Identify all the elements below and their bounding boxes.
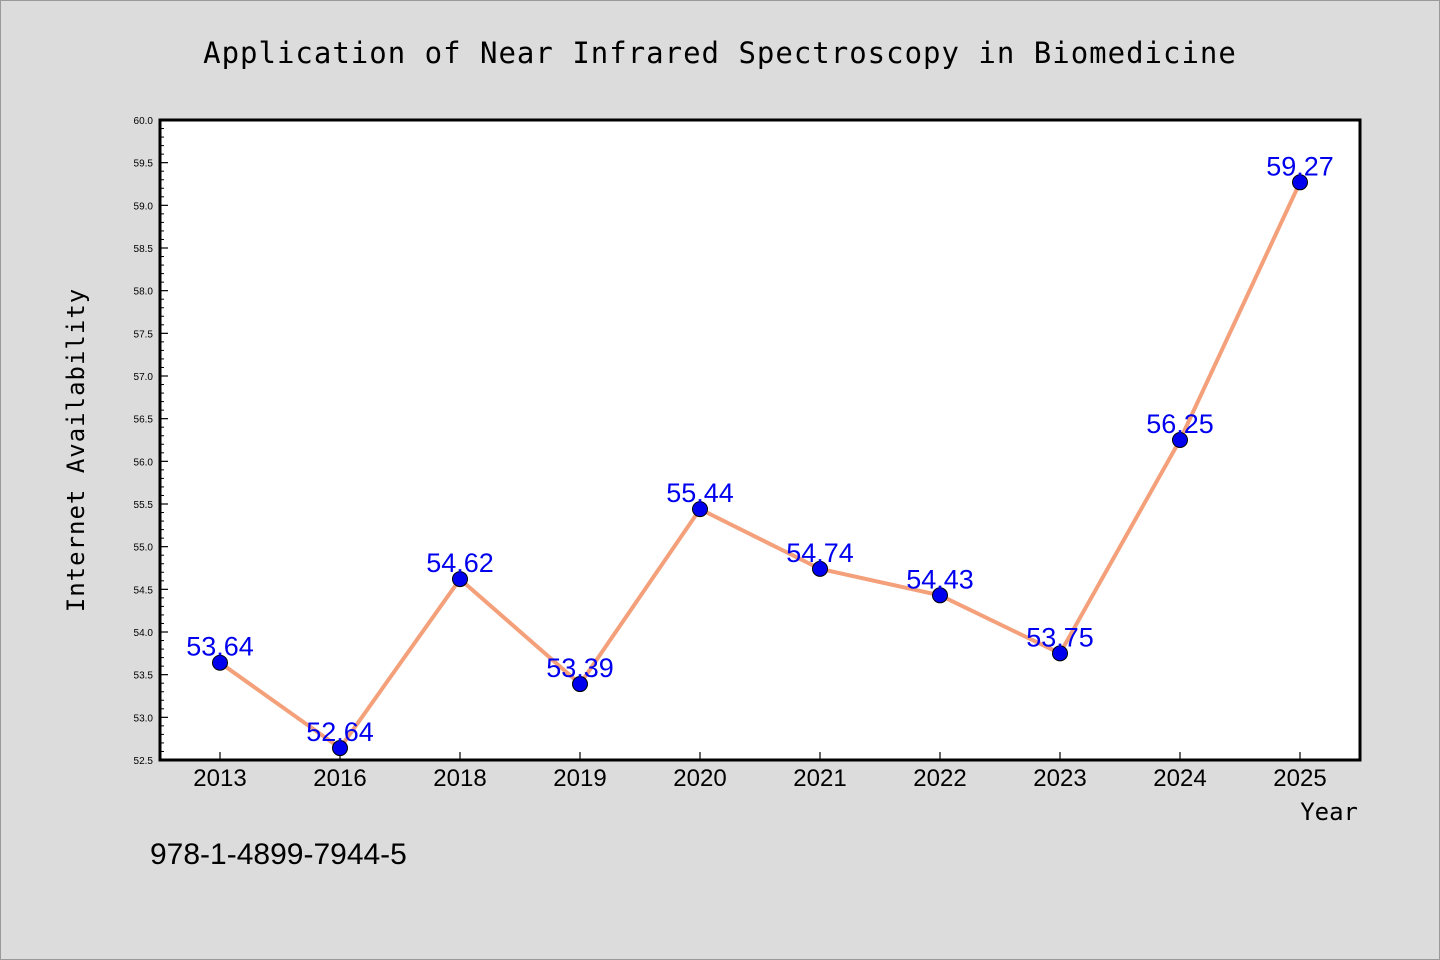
chart-title: Application of Near Infrared Spectroscop…	[203, 36, 1237, 70]
y-tick-label: 56.5	[134, 415, 154, 426]
y-axis-label: Internet Availability	[62, 288, 90, 612]
y-tick-label: 53.5	[134, 671, 154, 682]
y-tick-label: 54.0	[134, 628, 154, 639]
x-axis-label: Year	[1300, 798, 1358, 826]
plot-area	[158, 118, 1362, 762]
x-tick-label: 2025	[1273, 765, 1326, 792]
data-point	[692, 501, 708, 518]
x-axis: 2013 2016 2018 2019 2020 2021 2022 2023 2024 2025	[193, 752, 1327, 792]
x-tick-label: 2022	[913, 765, 966, 792]
data-point	[332, 740, 348, 757]
x-tick-label: 2023	[1033, 765, 1086, 792]
data-label: 53.64	[186, 632, 254, 662]
y-tick-label: 57.5	[134, 329, 154, 340]
data-label: 59.27	[1266, 151, 1334, 181]
y-axis: 52.5 53.0 53.5 54.0 54.5 55.0 55.5 56.0 56.5 57.0…	[134, 116, 168, 767]
data-point	[1052, 645, 1068, 662]
data-point	[1292, 174, 1308, 191]
x-tick-label: 2021	[793, 765, 846, 792]
footer-code: 978-1-4899-7944-5	[150, 838, 407, 871]
x-tick-label: 2013	[193, 765, 246, 792]
data-label: 56.25	[1146, 409, 1214, 439]
x-tick-label: 2018	[433, 765, 486, 792]
y-tick-label: 55.5	[134, 500, 154, 511]
data-label: 54.62	[426, 548, 494, 578]
data-point	[572, 676, 588, 693]
y-tick-label: 59.5	[134, 159, 154, 170]
data-label: 54.43	[906, 564, 974, 594]
y-tick-label: 60.0	[134, 116, 154, 127]
series-line	[218, 180, 1302, 751]
data-label: 53.39	[546, 653, 614, 683]
data-label: 53.75	[1026, 622, 1094, 652]
x-tick-label: 2016	[313, 765, 366, 792]
y-tick-label: 58.5	[134, 244, 154, 255]
series-group: 53.64 52.64 54.62 53.39 55.44 54.74 54.43 53.75…	[186, 151, 1334, 757]
data-point	[452, 571, 468, 588]
x-tick-label: 2024	[1153, 765, 1206, 792]
y-tick-label: 56.0	[134, 457, 154, 468]
data-point	[212, 654, 228, 671]
x-tick-label: 2020	[673, 765, 726, 792]
data-point	[932, 587, 948, 604]
y-tick-label: 53.0	[134, 713, 154, 724]
data-label: 52.64	[306, 717, 374, 747]
data-label: 54.74	[786, 538, 854, 568]
y-tick-label: 58.0	[134, 287, 154, 298]
y-tick-label: 54.5	[134, 585, 154, 596]
y-tick-label: 59.0	[134, 201, 154, 212]
data-point	[1172, 432, 1188, 448]
y-tick-label: 57.0	[134, 372, 154, 383]
data-label: 55.44	[666, 478, 734, 508]
y-tick-label: 52.5	[134, 756, 154, 767]
y-tick-label: 55.0	[134, 543, 154, 554]
data-point	[812, 560, 828, 577]
x-tick-label: 2019	[553, 765, 606, 792]
